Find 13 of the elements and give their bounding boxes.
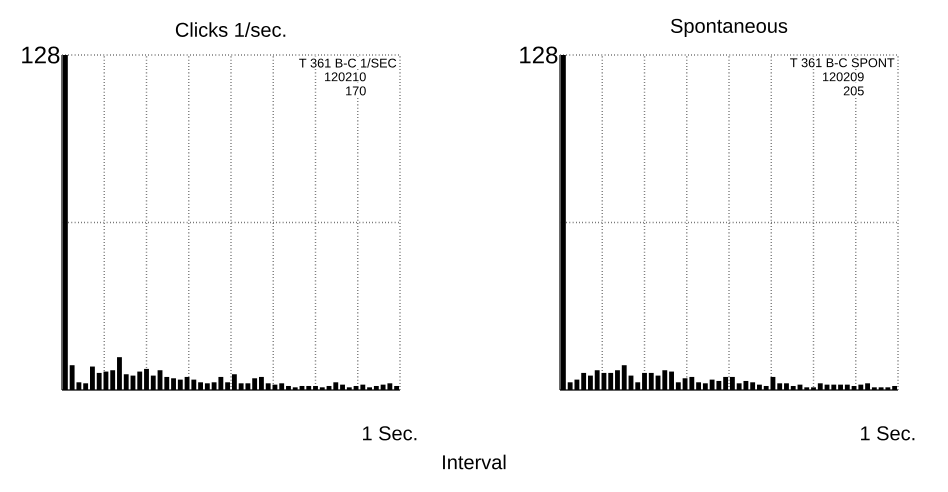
text: 128 [22, 46, 60, 64]
text: 1 Sec. [363, 426, 416, 440]
annotation: 170 [346, 86, 366, 96]
text: 128 [520, 46, 558, 64]
chart-title: Spontaneous [670, 18, 788, 37]
annotation: T 361 B-C 1/SEC [299, 58, 396, 68]
text: 1 Sec. [861, 426, 914, 440]
annotation: 120209 [822, 72, 864, 82]
annotation: 205 [844, 86, 864, 96]
chart-title: Clicks 1/sec. [176, 22, 286, 37]
x-axis-title: Interval [443, 454, 506, 470]
annotation: 120210 [324, 72, 366, 82]
annotation: T 361 B-C SPONT [790, 58, 894, 68]
